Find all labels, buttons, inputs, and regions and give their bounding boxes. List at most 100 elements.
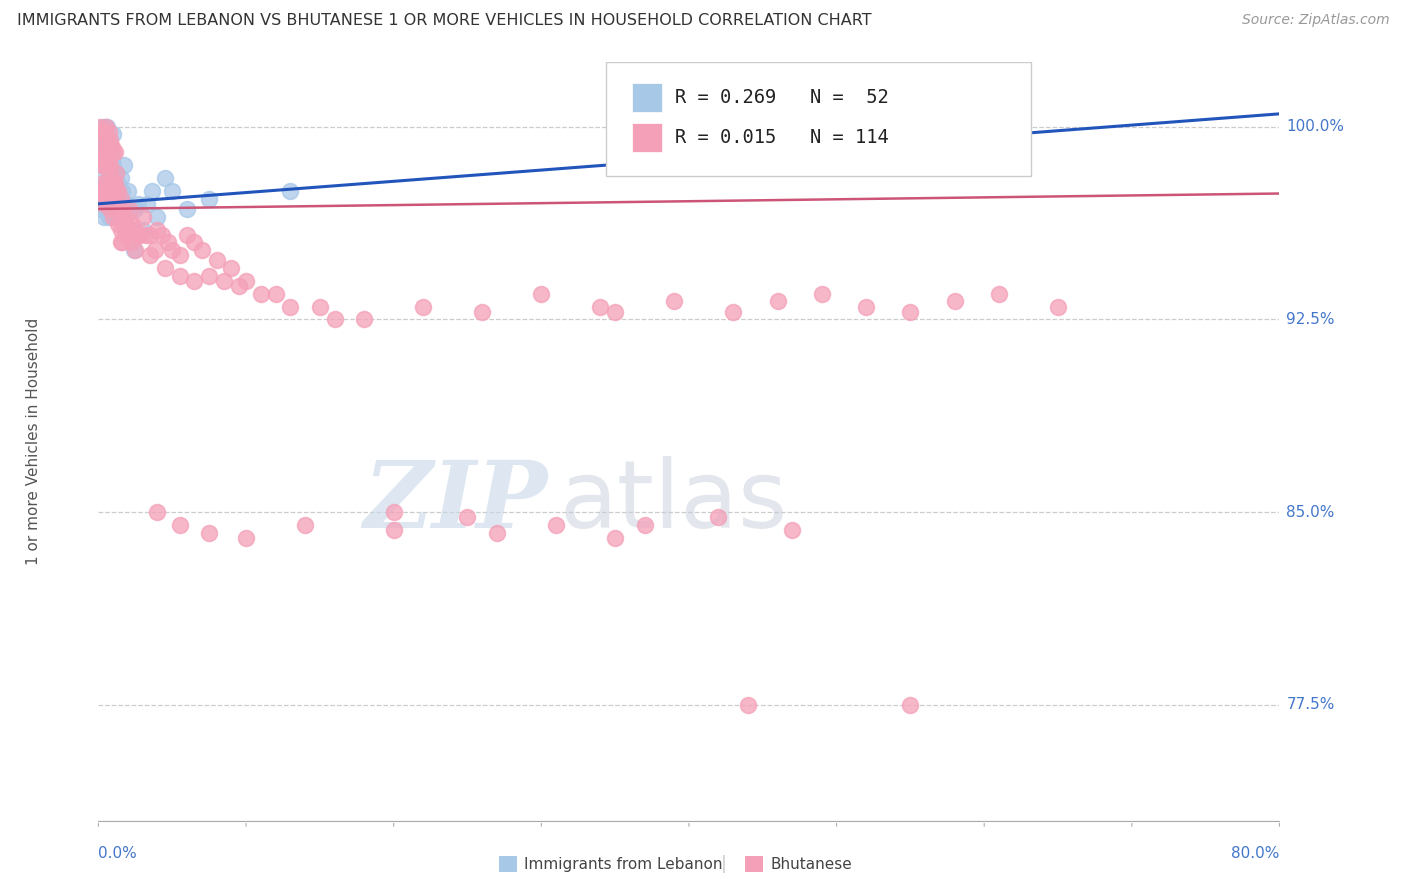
Point [105, 202, 128, 216]
Point [124, 243, 146, 257]
Point [176, 227, 198, 242]
Point [98, 171, 121, 186]
Point [90, 171, 112, 186]
Point [104, 145, 127, 160]
Point [150, 227, 173, 242]
Point [146, 505, 169, 519]
Text: 85.0%: 85.0% [1286, 505, 1334, 520]
Point [93, 210, 115, 224]
Point [94, 120, 117, 134]
Point [112, 218, 135, 232]
Point [93, 125, 115, 139]
FancyBboxPatch shape [606, 62, 1032, 177]
Point [132, 222, 155, 236]
Text: 0.0%: 0.0% [98, 846, 138, 861]
Text: Immigrants from Lebanon: Immigrants from Lebanon [524, 857, 723, 871]
Text: IMMIGRANTS FROM LEBANON VS BHUTANESE 1 OR MORE VEHICLES IN HOUSEHOLD CORRELATION: IMMIGRANTS FROM LEBANON VS BHUTANESE 1 O… [17, 13, 872, 29]
Point [146, 210, 169, 224]
Point [457, 510, 479, 524]
Point [97, 158, 120, 172]
Point [91, 120, 114, 134]
Point [707, 510, 730, 524]
Point [90, 125, 112, 139]
Point [108, 196, 131, 211]
Point [90, 184, 112, 198]
Point [309, 300, 332, 314]
Point [169, 268, 191, 283]
Point [90, 132, 112, 146]
Point [280, 184, 302, 198]
Point [235, 531, 257, 545]
Point [104, 176, 127, 190]
Text: 100.0%: 100.0% [1286, 120, 1344, 134]
Point [988, 286, 1011, 301]
Point [94, 176, 117, 190]
Point [810, 286, 832, 301]
Point [205, 253, 228, 268]
Point [93, 184, 115, 198]
Point [169, 248, 191, 262]
Point [93, 151, 115, 165]
Point [294, 518, 316, 533]
Point [96, 158, 118, 172]
Point [103, 176, 125, 190]
Point [128, 227, 150, 242]
Point [96, 192, 118, 206]
Point [323, 312, 346, 326]
Point [120, 222, 142, 236]
Point [105, 166, 128, 180]
Point [546, 518, 568, 533]
Point [198, 525, 221, 540]
Point [117, 222, 139, 236]
Point [100, 140, 122, 154]
Point [135, 227, 157, 242]
Point [93, 151, 115, 165]
Point [162, 243, 183, 257]
Point [169, 518, 191, 533]
Point [132, 210, 155, 224]
Point [107, 218, 129, 232]
Point [89, 145, 111, 160]
Point [117, 184, 139, 198]
Point [153, 261, 176, 276]
Text: |: | [721, 855, 727, 873]
Point [122, 243, 145, 257]
Point [110, 222, 132, 236]
Point [111, 202, 134, 216]
Point [100, 176, 122, 190]
Point [141, 184, 163, 198]
Point [105, 184, 128, 198]
Point [96, 158, 118, 172]
Point [124, 222, 146, 236]
Point [121, 218, 143, 232]
Point [96, 132, 118, 146]
Point [89, 120, 111, 134]
Point [183, 235, 205, 250]
Point [98, 202, 121, 216]
Point [900, 304, 922, 318]
Point [191, 243, 214, 257]
Point [153, 171, 176, 186]
Point [89, 202, 111, 216]
Point [94, 145, 117, 160]
Point [139, 248, 162, 262]
Point [98, 132, 121, 146]
Point [91, 184, 114, 198]
Point [91, 158, 114, 172]
Point [103, 158, 125, 172]
Point [264, 286, 287, 301]
Point [176, 202, 198, 216]
Text: R = 0.269   N =  52: R = 0.269 N = 52 [675, 87, 889, 107]
Point [737, 698, 759, 712]
Point [723, 304, 745, 318]
Point [235, 274, 257, 288]
Point [90, 158, 112, 172]
Point [782, 523, 804, 537]
Point [111, 184, 134, 198]
Text: 92.5%: 92.5% [1286, 312, 1334, 327]
Point [471, 304, 494, 318]
Text: 1 or more Vehicles in Household: 1 or more Vehicles in Household [25, 318, 41, 566]
Point [103, 128, 125, 142]
Point [943, 294, 966, 309]
Point [127, 196, 149, 211]
